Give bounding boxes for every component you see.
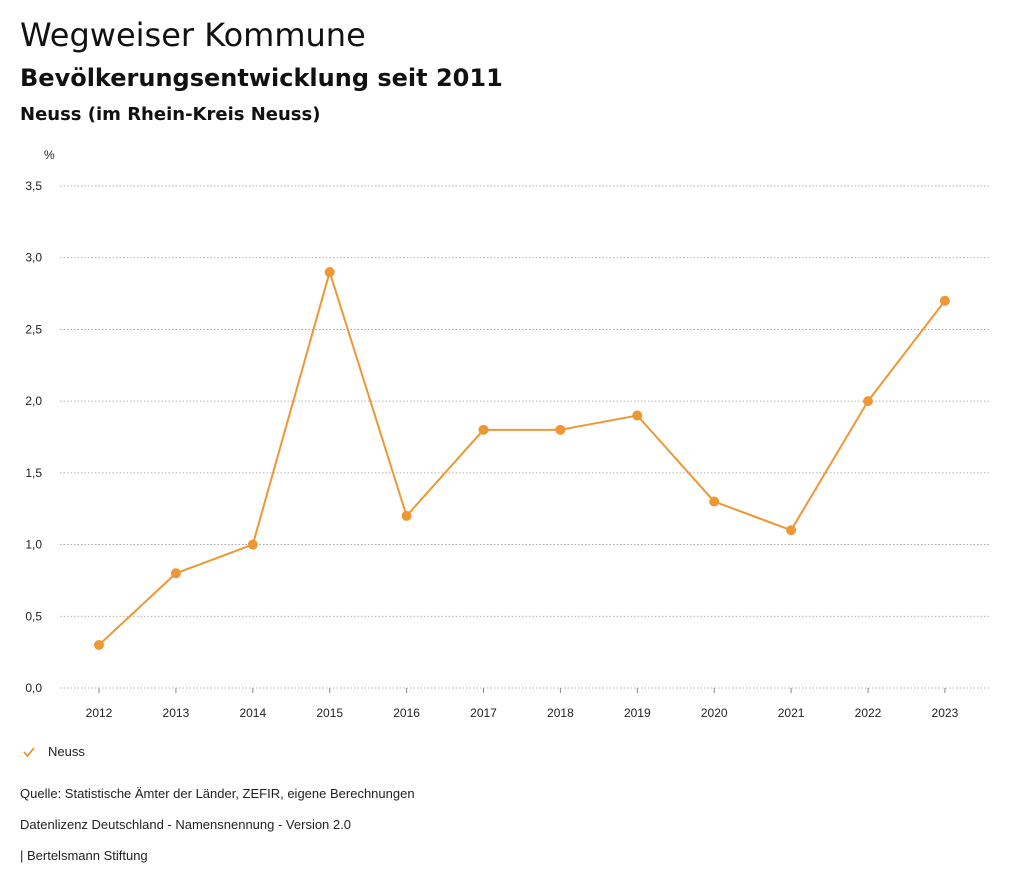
data-point[interactable] bbox=[786, 525, 797, 536]
x-tick-label: 2017 bbox=[470, 706, 497, 720]
line-chart: 0,00,51,01,52,02,53,03,5 2012 2013 2014 201… bbox=[25, 148, 991, 720]
data-point[interactable] bbox=[401, 510, 412, 521]
publisher-note: | Bertelsmann Stiftung bbox=[20, 848, 148, 863]
y-tick-label: 2,0 bbox=[25, 394, 42, 408]
x-tick-label: 2016 bbox=[393, 706, 420, 720]
data-point[interactable] bbox=[632, 410, 643, 421]
legend-label-neuss: Neuss bbox=[48, 744, 85, 759]
y-axis-ticks: 0,0 0,5 1,0 1,5 2,0 2,5 3,0 3,5 bbox=[25, 179, 42, 695]
x-tick-label: 2022 bbox=[855, 706, 882, 720]
data-point[interactable] bbox=[863, 396, 873, 407]
data-point[interactable] bbox=[170, 568, 181, 579]
x-tick-label: 2013 bbox=[163, 706, 190, 720]
y-tick-label: 1,0 bbox=[25, 538, 42, 552]
data-point[interactable] bbox=[324, 267, 335, 278]
x-tick-label: 2014 bbox=[239, 706, 266, 720]
data-point[interactable] bbox=[939, 295, 950, 306]
data-point[interactable] bbox=[478, 424, 489, 435]
x-axis-ticks: 2012 2013 2014 2015 2016 2017 2018 2019 2020 2021… bbox=[86, 688, 959, 720]
x-tick-label: 2019 bbox=[624, 706, 651, 720]
data-point[interactable] bbox=[555, 424, 566, 435]
x-tick-label: 2021 bbox=[778, 706, 805, 720]
series-layer bbox=[94, 267, 950, 650]
y-tick-label: 2,5 bbox=[25, 322, 42, 336]
x-tick-label: 2015 bbox=[316, 706, 343, 720]
data-point[interactable] bbox=[94, 639, 104, 650]
y-axis-unit-label: % bbox=[44, 148, 55, 162]
region-label: Neuss (im Rhein-Kreis Neuss) bbox=[20, 104, 321, 125]
legend[interactable]: Neuss bbox=[22, 744, 85, 759]
checkmark-icon bbox=[23, 746, 35, 757]
y-tick-label: 1,5 bbox=[25, 466, 42, 480]
chart-title: Wegweiser Kommune bbox=[20, 16, 366, 54]
grid-layer bbox=[60, 185, 991, 689]
data-point[interactable] bbox=[247, 539, 258, 550]
y-tick-label: 0,0 bbox=[25, 681, 42, 695]
y-tick-label: 0,5 bbox=[25, 609, 42, 623]
y-tick-label: 3,0 bbox=[25, 251, 42, 265]
chart-subtitle: Bevölkerungsentwicklung seit 2011 bbox=[20, 64, 503, 92]
y-tick-label: 3,5 bbox=[25, 179, 42, 193]
data-point[interactable] bbox=[709, 496, 720, 507]
source-note: Quelle: Statistische Ämter der Länder, Z… bbox=[20, 786, 415, 801]
x-tick-label: 2020 bbox=[701, 706, 728, 720]
license-note: Datenlizenz Deutschland - Namensnennung … bbox=[20, 817, 351, 832]
x-tick-label: 2023 bbox=[932, 706, 959, 720]
x-tick-label: 2012 bbox=[86, 706, 113, 720]
series-line-neuss bbox=[98, 271, 946, 646]
x-tick-label: 2018 bbox=[547, 706, 574, 720]
